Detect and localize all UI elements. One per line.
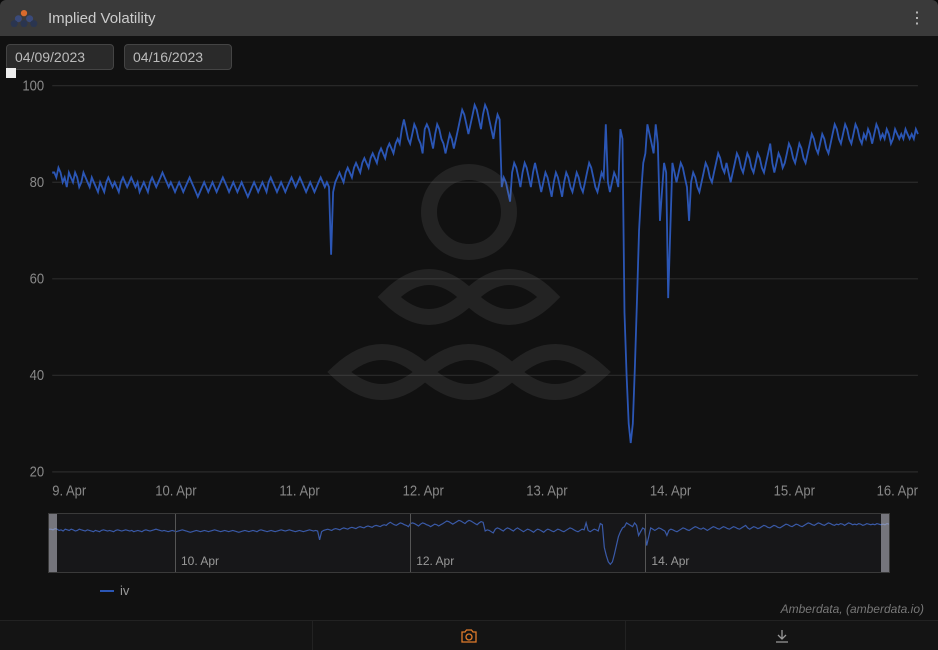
toolbar	[0, 620, 938, 650]
amberdata-logo-icon	[10, 9, 38, 27]
navigator[interactable]: 10. Apr 12. Apr 14. Apr	[48, 513, 890, 573]
svg-text:80: 80	[30, 174, 45, 191]
navigator-x-label: 10. Apr	[181, 554, 219, 568]
date-range-row	[0, 36, 938, 74]
navigator-handle-left[interactable]	[49, 514, 57, 572]
svg-text:60: 60	[30, 271, 45, 288]
svg-text:15. Apr: 15. Apr	[774, 482, 816, 499]
date-from-input[interactable]	[6, 44, 114, 70]
svg-text:100: 100	[22, 78, 44, 95]
panel-menu-button[interactable]: ⋮	[905, 4, 928, 32]
legend-label-iv: iv	[120, 583, 129, 598]
main-chart: 20 40 60 80 100 9. Apr 10. Apr 11. Apr 12. Apr 1…	[4, 74, 928, 507]
svg-text:12. Apr: 12. Apr	[403, 482, 445, 499]
download-icon	[774, 628, 790, 644]
screenshot-button[interactable]	[313, 621, 626, 650]
svg-text:13. Apr: 13. Apr	[526, 482, 568, 499]
download-button[interactable]	[626, 621, 938, 650]
chart-area[interactable]: 20 40 60 80 100 9. Apr 10. Apr 11. Apr 12. Apr 1…	[0, 74, 938, 507]
svg-text:9. Apr: 9. Apr	[52, 482, 86, 499]
volatility-panel: Implied Volatility ⋮ 20 40 60 80 100 9. Apr 1…	[0, 0, 938, 650]
legend: iv	[0, 577, 938, 600]
date-to-input[interactable]	[124, 44, 232, 70]
panel-title: Implied Volatility	[48, 10, 905, 27]
legend-swatch-iv	[100, 590, 114, 592]
navigator-handle-right[interactable]	[881, 514, 889, 572]
camera-icon	[460, 628, 478, 644]
navigator-x-label: 14. Apr	[651, 554, 689, 568]
svg-text:11. Apr: 11. Apr	[279, 482, 320, 499]
svg-text:20: 20	[30, 464, 45, 481]
svg-text:16. Apr: 16. Apr	[877, 482, 919, 499]
svg-text:40: 40	[30, 367, 45, 384]
chart-credits: Amberdata, (amberdata.io)	[0, 600, 938, 620]
toolbar-slot-1[interactable]	[0, 621, 313, 650]
svg-text:10. Apr: 10. Apr	[155, 482, 197, 499]
panel-header: Implied Volatility ⋮	[0, 0, 938, 36]
svg-text:14. Apr: 14. Apr	[650, 482, 692, 499]
navigator-x-label: 12. Apr	[416, 554, 454, 568]
